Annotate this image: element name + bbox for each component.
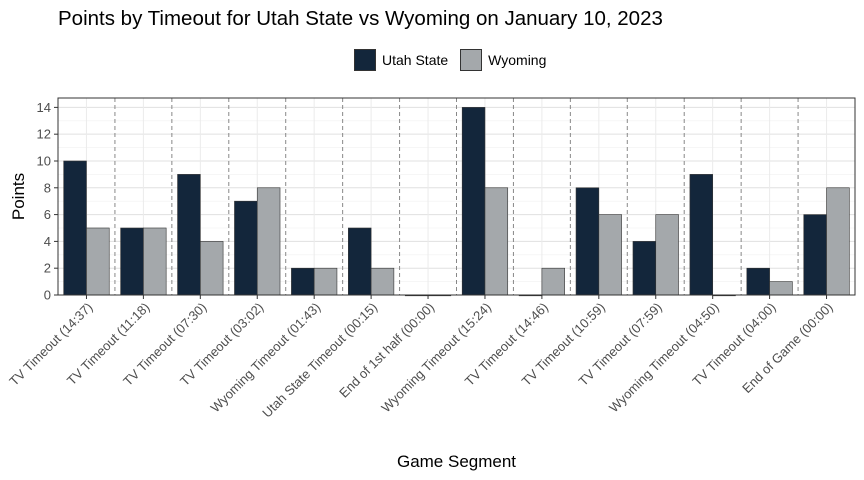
bar-wyoming-1 — [143, 227, 167, 296]
legend-swatch-wyoming — [460, 49, 483, 71]
bar-wyoming-7 — [484, 187, 509, 296]
legend-label-wyoming: Wyoming — [488, 52, 547, 68]
y-tick-label: 10 — [37, 153, 51, 168]
y-tick-label: 8 — [44, 180, 51, 195]
bar-wyoming-12 — [769, 281, 793, 296]
bar-wyoming-9 — [598, 214, 622, 296]
x-tick-label: Wyoming Timeout (15:24) — [378, 300, 494, 416]
x-tick-label: Wyoming Timeout (04:50) — [606, 300, 722, 416]
bar-utah-state-9 — [575, 187, 600, 296]
bar-wyoming-10 — [655, 214, 679, 296]
bar-wyoming-8 — [541, 267, 565, 296]
bar-wyoming-3 — [256, 187, 281, 296]
legend-item-wyoming: Wyoming — [460, 49, 546, 71]
legend-item-utah-state: Utah State — [354, 49, 448, 71]
bar-utah-state-13 — [803, 214, 827, 296]
bar-utah-state-12 — [746, 267, 770, 296]
legend-swatch-utah-state — [354, 49, 376, 71]
bar-utah-state-7 — [461, 107, 486, 296]
plot-border — [57, 97, 856, 296]
bar-utah-state-5 — [348, 227, 372, 296]
bar-utah-state-4 — [291, 267, 315, 296]
y-tick-label: 12 — [37, 127, 51, 142]
bar-utah-state-2 — [177, 174, 201, 296]
bar-utah-state-10 — [632, 241, 657, 296]
x-tick-label: Wyoming Timeout (01:43) — [208, 300, 324, 416]
bar-wyoming-0 — [86, 227, 110, 296]
x-axis-title: Game Segment — [397, 452, 516, 471]
bar-utah-state-1 — [120, 227, 144, 296]
y-tick-label: 2 — [44, 261, 51, 276]
bar-wyoming-5 — [370, 267, 395, 296]
y-tick-label: 6 — [44, 207, 51, 222]
y-axis-title: Points — [9, 173, 28, 220]
bar-utah-state-0 — [63, 160, 87, 296]
chart-title: Points by Timeout for Utah State vs Wyom… — [58, 7, 663, 30]
bar-wyoming-13 — [826, 187, 850, 296]
legend-label-utah-state: Utah State — [382, 52, 449, 68]
bar-wyoming-2 — [200, 241, 224, 296]
y-tick-label: 14 — [37, 100, 51, 115]
bar-utah-state-3 — [234, 200, 258, 296]
x-tick-label: Utah State Timeout (00:15) — [259, 300, 380, 421]
y-tick-label: 4 — [44, 234, 51, 249]
x-tick-label: End of 1st half (00:00) — [336, 300, 437, 401]
chart-legend: Utah State Wyoming — [354, 48, 558, 72]
bar-utah-state-11 — [689, 174, 713, 296]
y-tick-label: 0 — [44, 288, 51, 303]
bar-wyoming-4 — [313, 267, 338, 296]
